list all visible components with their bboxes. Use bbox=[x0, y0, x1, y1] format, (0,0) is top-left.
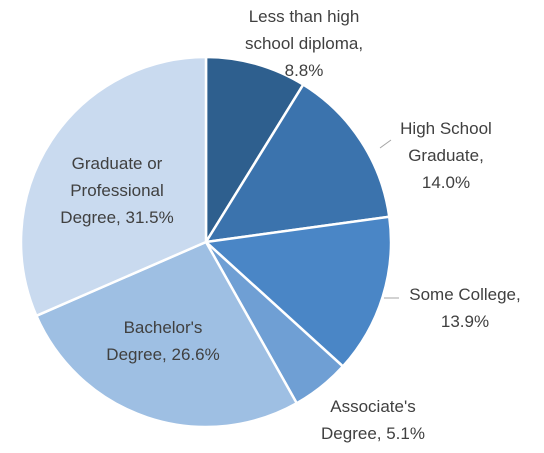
pie-slice-0 bbox=[204, 55, 305, 247]
leader-line-1 bbox=[379, 139, 392, 149]
slice-label-1: High School Graduate, 14.0% bbox=[400, 119, 492, 192]
slice-label-0: Less than high school diploma, 8.8% bbox=[245, 7, 363, 80]
pie-slice-2 bbox=[203, 215, 393, 369]
pie-slice-1 bbox=[203, 82, 391, 244]
leader-lines bbox=[379, 139, 399, 299]
pie-slices bbox=[19, 55, 393, 429]
slice-label-2: Some College, 13.9% bbox=[409, 285, 521, 331]
pie-slice-5 bbox=[19, 55, 208, 318]
slice-label-3: Associate's Degree, 5.1% bbox=[321, 397, 425, 443]
data-labels: Less than high school diploma, 8.8% High Sc… bbox=[60, 7, 520, 443]
slice-label-4: Bachelor's Degree, 26.6% bbox=[106, 318, 219, 364]
slice-label-5: Graduate or Professional Degree, 31.5% bbox=[60, 154, 173, 227]
